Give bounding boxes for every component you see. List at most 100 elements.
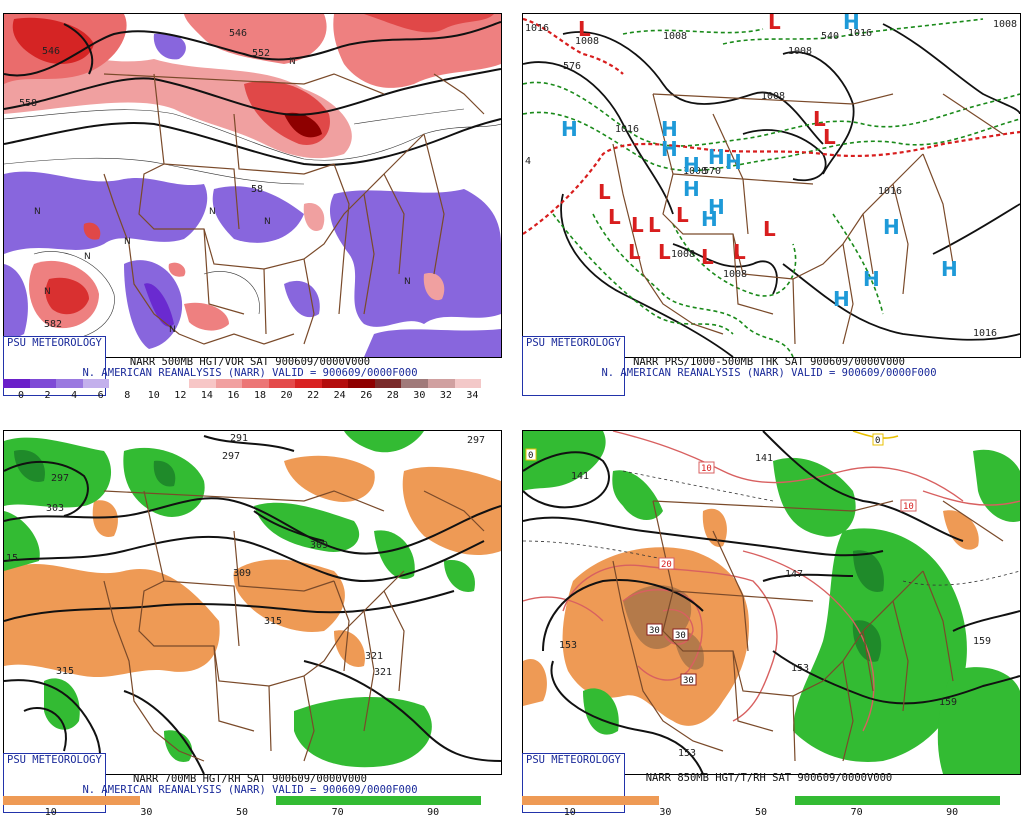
- temp-rh-850-map: 141 141 147 153 153 159 159 153 10 10 20…: [522, 430, 1021, 775]
- positive-vorticity-areas: [4, 14, 501, 331]
- moist-areas: [4, 431, 475, 768]
- colorbar-tick-label: 2: [44, 390, 51, 401]
- pressure-map: 1016 1008 1008 1008 1016 1008 1008 1016 …: [522, 13, 1021, 358]
- colorbar-segment: [344, 796, 413, 805]
- colorbar-segment: [412, 796, 481, 805]
- svg-text:552: 552: [252, 48, 270, 59]
- colorbar-tick-label: 12: [174, 390, 187, 401]
- colorbar-segment: [139, 796, 208, 805]
- negative-vorticity-areas: [4, 33, 501, 357]
- height-contours: [4, 21, 501, 166]
- colorbar-segment: [795, 796, 864, 805]
- colorbar-tick-label: 32: [439, 390, 452, 401]
- colorbar-segment: [71, 796, 140, 805]
- svg-text:N: N: [34, 207, 41, 217]
- panel-subcaption: N. AMERICAN REANALYSIS (NARR) VALID = 90…: [601, 367, 937, 379]
- svg-text:30: 30: [675, 631, 686, 641]
- svg-text:1016: 1016: [525, 23, 549, 34]
- svg-text:297: 297: [222, 451, 240, 462]
- colorbar-segment: [374, 379, 402, 388]
- svg-text:1008: 1008: [575, 36, 599, 47]
- svg-text:H: H: [843, 14, 860, 34]
- svg-text:L: L: [608, 205, 621, 229]
- colorbar-tick-label: 10: [563, 807, 576, 818]
- vorticity-map: 546 546 552 558 58 582 N N N N N N N N N: [3, 13, 502, 358]
- svg-text:H: H: [941, 257, 958, 281]
- svg-text:H: H: [725, 150, 742, 174]
- rh-700-map: 291 297 297 297 303 309 309 315 315 321 …: [3, 430, 502, 775]
- svg-text:576: 576: [563, 61, 581, 72]
- svg-text:309: 309: [310, 540, 328, 551]
- svg-text:L: L: [676, 203, 689, 227]
- svg-text:159: 159: [973, 636, 991, 647]
- svg-text:1016: 1016: [615, 124, 639, 135]
- psu-meteorology-label: PSU METEOROLOGY: [522, 336, 625, 396]
- svg-text:15: 15: [6, 553, 18, 564]
- colorbar-segment: [522, 796, 591, 805]
- colorbar-tick-label: 34: [466, 390, 479, 401]
- colorbar-segment: [658, 796, 727, 805]
- colorbar-segment: [276, 796, 345, 805]
- colorbar-tick-label: 14: [200, 390, 213, 401]
- svg-text:L: L: [768, 14, 781, 34]
- svg-text:N: N: [84, 252, 91, 262]
- svg-text:558: 558: [19, 98, 37, 109]
- svg-text:540: 540: [821, 31, 839, 42]
- svg-text:H: H: [683, 153, 700, 177]
- svg-text:H: H: [708, 195, 725, 219]
- colorbar-tick-label: 0: [17, 390, 25, 401]
- svg-text:1008: 1008: [761, 91, 785, 102]
- colorbar-segment: [242, 379, 269, 388]
- svg-text:153: 153: [559, 640, 577, 651]
- state-borders: [103, 73, 485, 345]
- panel-850mb-temp-rh: 141 141 147 153 153 159 159 153 10 10 20…: [519, 417, 1021, 818]
- state-borders: [612, 93, 1004, 345]
- thickness-contours-green: [523, 18, 1020, 357]
- svg-text:58: 58: [251, 184, 263, 195]
- thickness-contours-red: [523, 17, 1020, 235]
- svg-text:309: 309: [233, 568, 251, 579]
- colorbar-segment: [590, 796, 659, 805]
- rh-colorbar: [3, 796, 481, 805]
- svg-text:L: L: [628, 240, 641, 264]
- svg-text:H: H: [701, 207, 718, 231]
- svg-text:L: L: [733, 240, 746, 264]
- svg-text:321: 321: [365, 651, 383, 662]
- svg-text:30: 30: [649, 626, 660, 636]
- svg-text:L: L: [631, 213, 644, 237]
- colorbar-tick-label: 16: [227, 390, 240, 401]
- colorbar-segment: [29, 379, 57, 388]
- svg-text:147: 147: [785, 569, 803, 580]
- svg-text:H: H: [708, 145, 725, 169]
- colorbar-tick-label: 10: [147, 390, 160, 401]
- svg-text:1016: 1016: [878, 186, 902, 197]
- colorbar-segment: [863, 796, 932, 805]
- high-pressure-markers: HH H HH H HHH H HH HH: [561, 14, 958, 311]
- temp-rh-colorbar: [522, 796, 1000, 805]
- colorbar-tick-label: 30: [659, 807, 672, 818]
- panel-subcaption: N. AMERICAN REANALYSIS (NARR) VALID = 90…: [82, 784, 418, 796]
- svg-text:H: H: [661, 137, 678, 161]
- colorbar-tick-label: 70: [331, 807, 344, 818]
- svg-text:N: N: [404, 277, 411, 287]
- colorbar-tick-label: 90: [946, 807, 959, 818]
- colorbar-tick-label: 6: [97, 390, 104, 401]
- panel-caption: NARR 500MB HGT/VOR SAT 900609/0000V000: [129, 356, 371, 368]
- colorbar-segment: [428, 379, 455, 388]
- colorbar-tick-label: 8: [124, 390, 131, 401]
- svg-text:H: H: [863, 267, 880, 291]
- svg-text:N: N: [264, 217, 271, 227]
- svg-text:20: 20: [661, 560, 672, 570]
- panel-caption: NARR 850MB HGT/T/RH SAT 900609/0000V000: [645, 772, 893, 784]
- panel-700mb-rh: 291 297 297 297 303 309 309 315 315 321 …: [0, 417, 502, 818]
- svg-text:10: 10: [903, 502, 914, 512]
- colorbar-tick-label: 30: [140, 807, 153, 818]
- svg-text:1008: 1008: [663, 31, 687, 42]
- colorbar-segment: [207, 796, 277, 805]
- colorbar-tick-label: 26: [360, 390, 373, 401]
- svg-text:L: L: [813, 107, 826, 131]
- svg-text:141: 141: [755, 453, 773, 464]
- colorbar-segment: [268, 379, 296, 388]
